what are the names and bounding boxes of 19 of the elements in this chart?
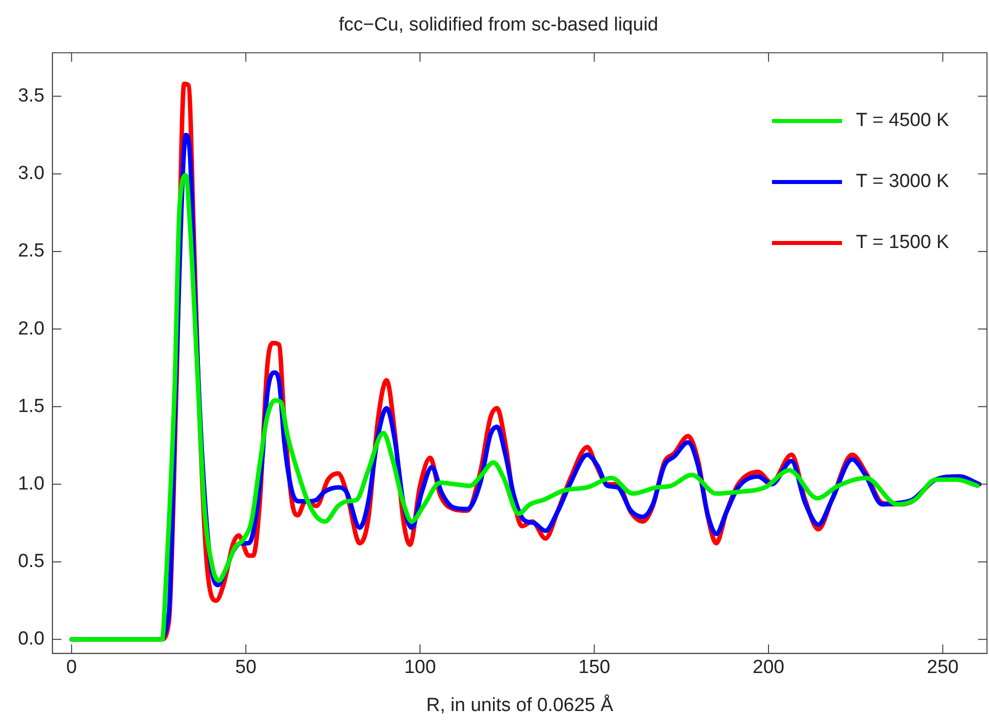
legend-label: T = 3000 K: [856, 170, 949, 192]
legend-label: T = 1500 K: [856, 232, 949, 254]
y-tick-label: 2.0: [18, 318, 44, 340]
y-tick-label: 2.5: [18, 240, 44, 262]
chart-title: fcc−Cu, solidified from sc-based liquid: [338, 14, 658, 36]
x-tick-label: 50: [235, 657, 256, 678]
x-tick-label: 250: [926, 657, 959, 678]
y-tick-label: 3.0: [18, 163, 44, 184]
y-tick-label: 3.5: [18, 85, 44, 106]
y-tick-label: 0.5: [18, 551, 44, 572]
x-tick-label: 100: [404, 657, 436, 678]
x-tick-label: 150: [578, 657, 610, 678]
legend-label: T = 4500 K: [856, 110, 949, 132]
x-tick-label: 0: [66, 657, 77, 678]
x-axis-title: R, in units of 0.0625 Å: [426, 694, 614, 716]
y-tick-label: 1.5: [18, 396, 44, 417]
y-tick-label: 1.0: [18, 473, 44, 494]
x-tick-label: 200: [752, 657, 784, 678]
y-tick-label: 0.0: [18, 628, 44, 650]
